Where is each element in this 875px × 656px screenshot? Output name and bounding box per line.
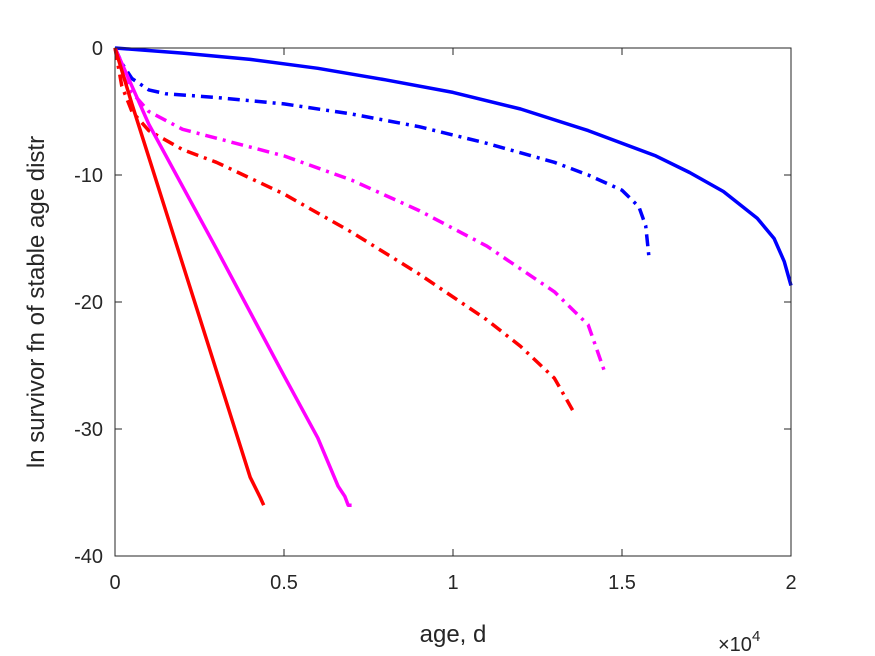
series-layer: [113, 46, 793, 507]
y-tick-label: -30: [74, 419, 103, 441]
x-tick-label: 0: [109, 572, 120, 594]
series-line-5: [113, 47, 352, 507]
tick-layer: 0 0.5 1 1.5 2 0 -10 -20 -30 -40: [74, 38, 796, 594]
x-axis-multiplier: ×104: [718, 628, 760, 656]
y-tick-label: -10: [74, 165, 103, 187]
x-tick-label: 1: [447, 572, 458, 594]
series-line-4: [113, 47, 577, 415]
y-tick-label: 0: [92, 38, 103, 60]
y-axis-label: ln survivor fn of stable age distr: [23, 136, 50, 468]
series-line-6: [113, 47, 266, 506]
plot-area: [115, 48, 791, 556]
x-multiplier-exponent: 4: [752, 628, 760, 645]
series-line-3: [113, 47, 607, 374]
x-axis-label: age, d: [420, 621, 487, 648]
x-tick-label: 0.5: [270, 572, 298, 594]
series-line-1: [114, 46, 793, 286]
y-tick-label: -20: [74, 292, 103, 314]
y-tick-label: -40: [74, 546, 103, 568]
x-multiplier-base: ×10: [718, 634, 752, 656]
x-tick-label: 1.5: [608, 572, 636, 594]
series-line-2: [113, 47, 651, 258]
x-tick-label: 2: [785, 572, 796, 594]
